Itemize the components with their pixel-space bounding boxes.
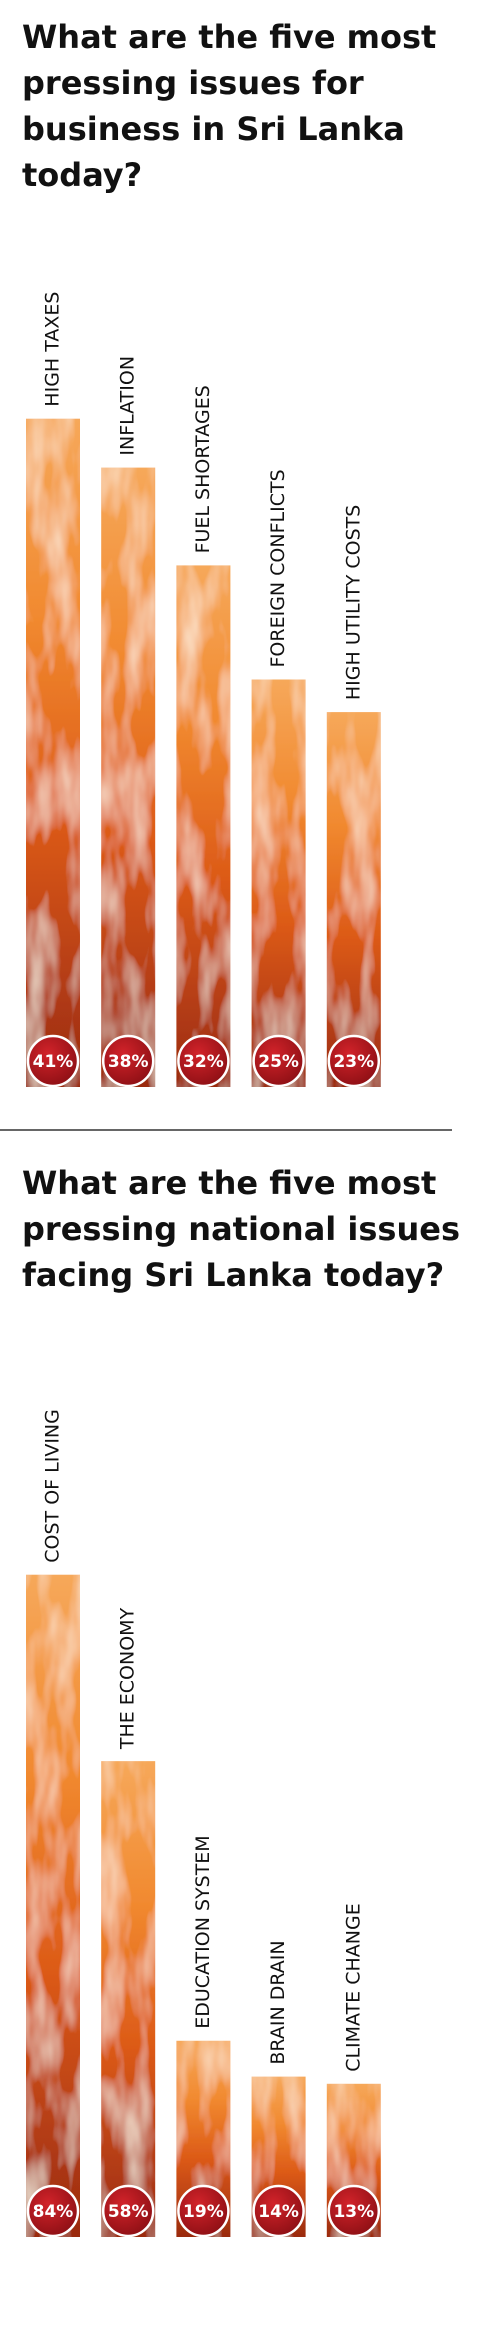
value-label: 58% <box>108 2202 149 2222</box>
value-badge <box>101 1034 155 1088</box>
value-label: 13% <box>333 2202 374 2222</box>
bar <box>251 679 306 1087</box>
value-label: 23% <box>333 1052 374 1072</box>
value-label: 41% <box>33 1052 74 1072</box>
bar <box>26 1574 80 2237</box>
category-label: INFLATION <box>117 356 139 456</box>
value-badge <box>26 1034 80 1088</box>
bar <box>101 1761 156 2237</box>
category-label: BRAIN DRAIN <box>267 1940 289 2064</box>
value-label: 84% <box>33 2202 74 2222</box>
category-label: FUEL SHORTAGES <box>192 385 214 553</box>
value-label: 25% <box>258 1052 299 1072</box>
chart-title: What are the five most pressing issues f… <box>22 18 437 194</box>
category-label: FOREIGN CONFLICTS <box>267 469 289 667</box>
bar <box>101 467 156 1088</box>
category-label: CLIMATE CHANGE <box>342 1903 364 2072</box>
value-label: 32% <box>183 1052 224 1072</box>
value-label: 19% <box>183 2202 224 2222</box>
value-badge <box>177 1034 230 1088</box>
value-badge <box>252 2184 305 2238</box>
category-label: COST OF LIVING <box>42 1409 64 1563</box>
value-badge <box>101 2184 155 2238</box>
value-badge <box>327 2184 381 2238</box>
value-label: 14% <box>258 2202 299 2222</box>
value-label: 38% <box>108 1052 149 1072</box>
category-label: HIGH UTILITY COSTS <box>342 505 364 700</box>
bar <box>176 565 231 1087</box>
value-badge <box>26 2184 80 2238</box>
bar <box>26 418 80 1087</box>
category-label: EDUCATION SYSTEM <box>192 1835 214 2028</box>
chart-title: What are the five most pressing national… <box>22 1164 460 1294</box>
category-label: HIGH TAXES <box>42 292 64 407</box>
value-badge <box>327 1034 381 1088</box>
bar <box>326 712 381 1087</box>
category-label: THE ECONOMY <box>117 1607 139 1750</box>
value-badge <box>177 2184 230 2238</box>
value-badge <box>252 1034 305 1088</box>
